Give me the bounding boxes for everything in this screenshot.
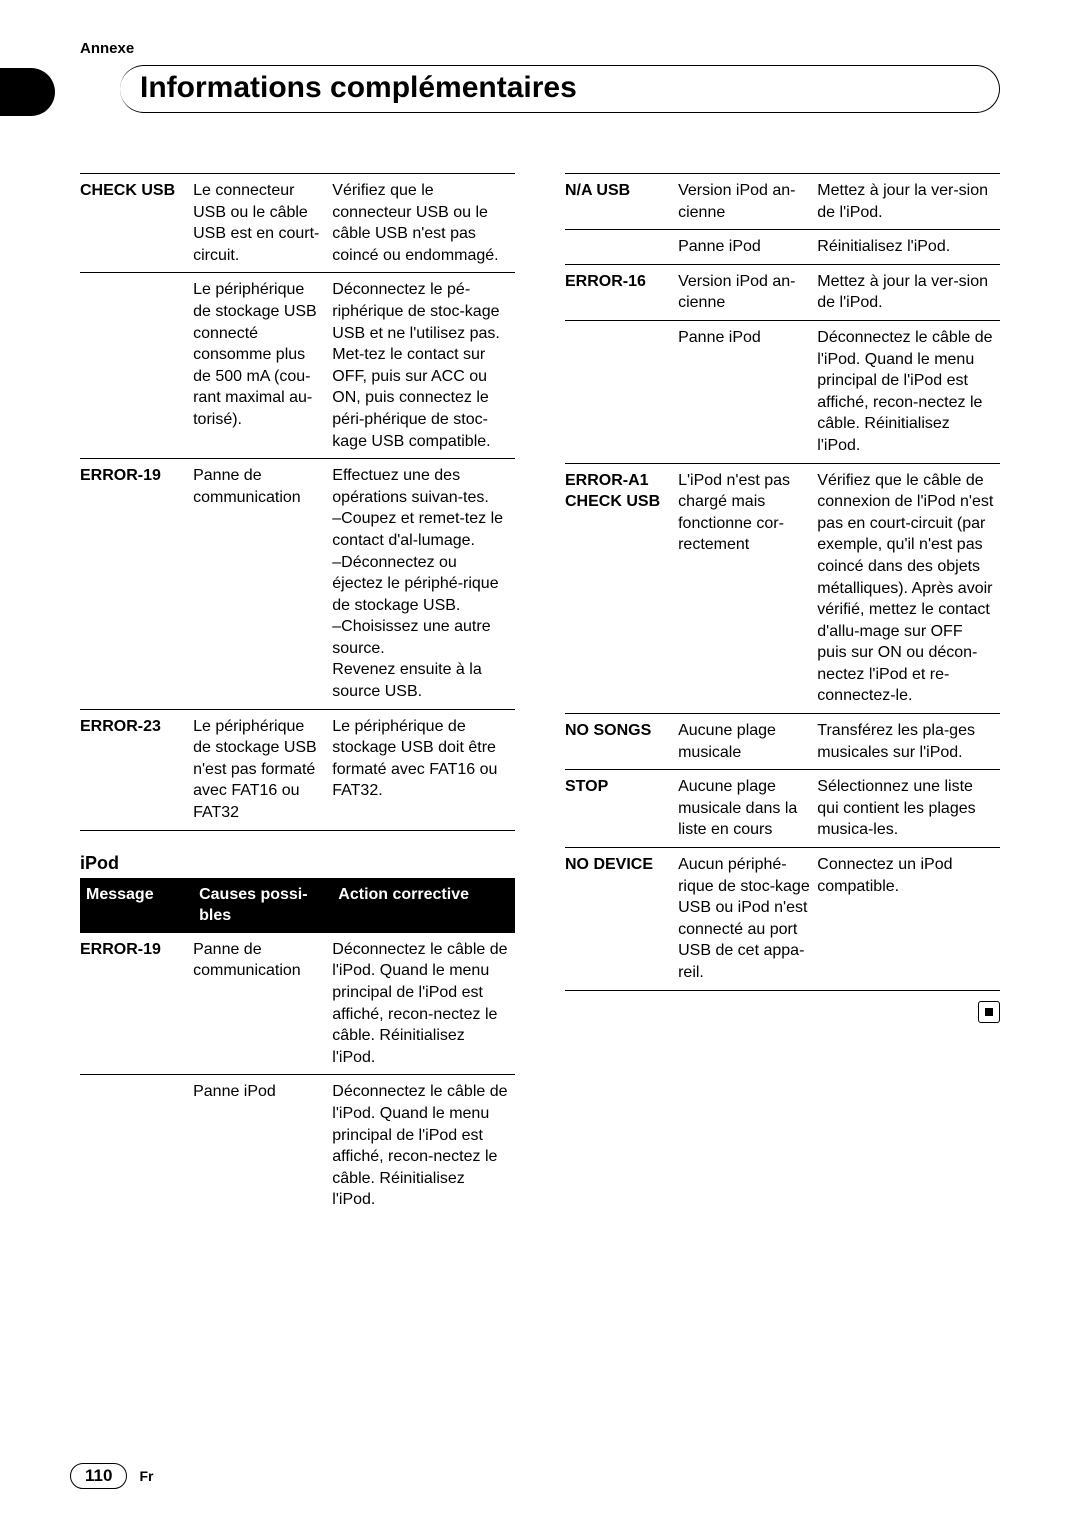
header-msg: Message	[80, 878, 193, 933]
cause-cell: Le périphérique de stockage USB connecté…	[193, 273, 332, 459]
cause-cell: Aucune plage musicale dans la liste en c…	[678, 770, 817, 848]
action-cell: Vérifiez que le câble de connexion de l'…	[817, 463, 1000, 714]
msg-cell	[80, 273, 193, 459]
msg-cell	[565, 230, 678, 265]
msg-cell: ERROR-19	[80, 933, 193, 1075]
ipod-heading: iPod	[80, 853, 515, 874]
action-cell: Déconnectez le câble de l'iPod. Quand le…	[817, 320, 1000, 463]
cause-cell: Panne iPod	[678, 320, 817, 463]
left-column: CHECK USB Le connecteur USB ou le câble …	[80, 173, 515, 1217]
msg-cell: CHECK USB	[80, 174, 193, 273]
msg-cell: ERROR-A1 CHECK USB	[565, 463, 678, 714]
action-cell: Réinitialisez l'iPod.	[817, 230, 1000, 265]
action-cell: Déconnectez le câble de l'iPod. Quand le…	[332, 1075, 515, 1217]
page-footer: 110 Fr	[70, 1463, 153, 1489]
msg-cell: N/A USB	[565, 174, 678, 230]
ipod-table-left: Message Causes possi-bles Action correct…	[80, 878, 515, 1217]
msg-cell: NO DEVICE	[565, 848, 678, 991]
action-cell: Effectuez une des opérations suivan-tes.…	[332, 459, 515, 710]
title-container: Informations complémentaires	[80, 65, 1000, 113]
black-tab	[0, 68, 55, 116]
header-cause: Causes possi-bles	[193, 878, 332, 933]
cause-cell: Aucune plage musicale	[678, 714, 817, 770]
action-cell: Le périphérique de stockage USB doit êtr…	[332, 709, 515, 830]
action-cell: Déconnectez le pé-riphérique de stoc-kag…	[332, 273, 515, 459]
language-label: Fr	[139, 1468, 153, 1484]
cause-cell: L'iPod n'est pas chargé mais fonctionne …	[678, 463, 817, 714]
action-cell: Transférez les pla-ges musicales sur l'i…	[817, 714, 1000, 770]
cause-cell: Aucun périphé-rique de stoc-kage USB ou …	[678, 848, 817, 991]
cause-cell: Version iPod an-cienne	[678, 174, 817, 230]
ipod-table-right: N/A USB Version iPod an-cienne Mettez à …	[565, 173, 1000, 991]
msg-cell: NO SONGS	[565, 714, 678, 770]
right-column: N/A USB Version iPod an-cienne Mettez à …	[565, 173, 1000, 1217]
msg-cell	[565, 320, 678, 463]
action-cell: Vérifiez que le connecteur USB ou le câb…	[332, 174, 515, 273]
msg-cell: ERROR-16	[565, 264, 678, 320]
msg-cell	[80, 1075, 193, 1217]
action-cell: Mettez à jour la ver-sion de l'iPod.	[817, 264, 1000, 320]
msg-cell: ERROR-19	[80, 459, 193, 710]
cause-cell: Panne iPod	[678, 230, 817, 265]
cause-cell: Panne de communication	[193, 459, 332, 710]
content-columns: CHECK USB Le connecteur USB ou le câble …	[80, 173, 1000, 1217]
cause-cell: Version iPod an-cienne	[678, 264, 817, 320]
end-section-icon	[978, 1001, 1000, 1023]
header-action: Action corrective	[332, 878, 515, 933]
cause-cell: Le connecteur USB ou le câble USB est en…	[193, 174, 332, 273]
action-cell: Sélectionnez une liste qui contient les …	[817, 770, 1000, 848]
cause-cell: Panne de communication	[193, 933, 332, 1075]
page-number: 110	[70, 1463, 127, 1489]
msg-cell: ERROR-23	[80, 709, 193, 830]
action-cell: Mettez à jour la ver-sion de l'iPod.	[817, 174, 1000, 230]
cause-cell: Panne iPod	[193, 1075, 332, 1217]
annexe-label: Annexe	[80, 40, 1000, 57]
usb-table: CHECK USB Le connecteur USB ou le câble …	[80, 173, 515, 831]
msg-cell: STOP	[565, 770, 678, 848]
cause-cell: Le périphérique de stockage USB n'est pa…	[193, 709, 332, 830]
action-cell: Connectez un iPod compatible.	[817, 848, 1000, 991]
action-cell: Déconnectez le câble de l'iPod. Quand le…	[332, 933, 515, 1075]
page-title: Informations complémentaires	[80, 65, 1000, 113]
